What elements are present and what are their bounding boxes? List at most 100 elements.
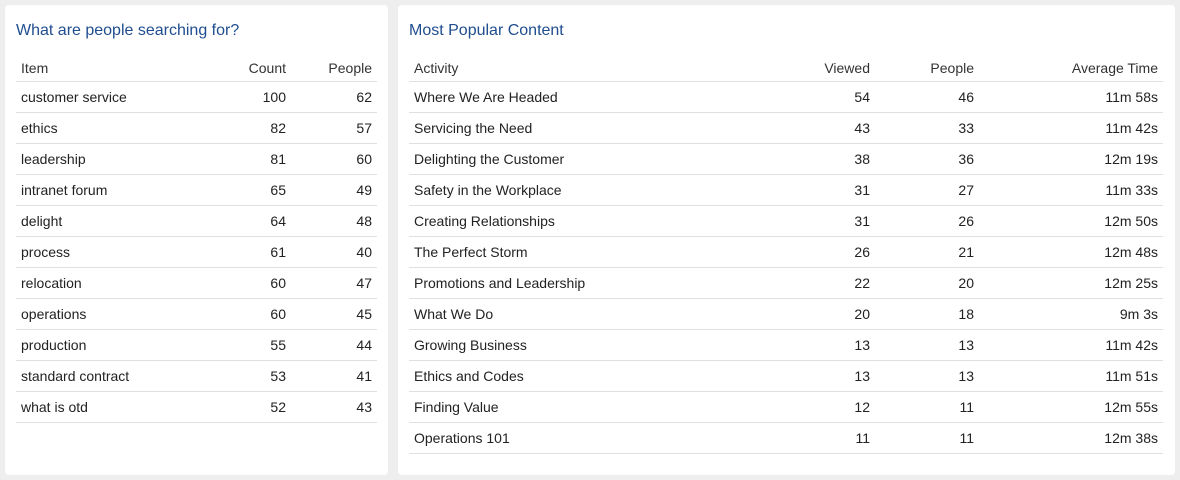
table-cell: 46 (875, 81, 979, 113)
table-cell: 11 (875, 391, 979, 423)
table-cell: 52 (197, 391, 291, 423)
table-row[interactable]: delight 64 48 (16, 205, 377, 237)
table-row[interactable]: Safety in the Workplace 31 27 11m 33s (409, 174, 1163, 206)
table-cell: ethics (16, 112, 197, 144)
table-row[interactable]: standard contract 53 41 (16, 360, 377, 392)
table-cell: Where We Are Headed (409, 81, 769, 113)
table-cell: 45 (291, 298, 377, 330)
column-header-item[interactable]: Item (16, 55, 197, 82)
table-row[interactable]: production 55 44 (16, 329, 377, 361)
table-row[interactable]: Delighting the Customer 38 36 12m 19s (409, 143, 1163, 175)
table-cell: Finding Value (409, 391, 769, 423)
table-row[interactable]: leadership 81 60 (16, 143, 377, 175)
table-cell: 11m 51s (979, 360, 1163, 392)
table-cell: production (16, 329, 197, 361)
table-cell: 41 (291, 360, 377, 392)
table-row[interactable]: Where We Are Headed 54 46 11m 58s (409, 81, 1163, 113)
table-cell: standard contract (16, 360, 197, 392)
popular-table-body: Where We Are Headed 54 46 11m 58s Servicing … (409, 81, 1163, 454)
table-cell: 13 (875, 360, 979, 392)
table-row[interactable]: relocation 60 47 (16, 267, 377, 299)
table-cell: 12m 50s (979, 205, 1163, 237)
column-header-people[interactable]: People (291, 55, 377, 82)
table-cell: customer service (16, 81, 197, 113)
popular-panel-title: Most Popular Content (409, 22, 564, 39)
table-row[interactable]: what is otd 52 43 (16, 391, 377, 423)
table-cell: 11 (875, 422, 979, 454)
table-cell: relocation (16, 267, 197, 299)
table-cell: 44 (291, 329, 377, 361)
column-header-activity[interactable]: Activity (409, 55, 769, 82)
table-cell: 47 (291, 267, 377, 299)
popular-content-table: Activity Viewed People Average Time Wher… (409, 55, 1163, 454)
table-cell: 38 (769, 143, 875, 175)
table-cell: 31 (769, 174, 875, 206)
table-cell: 57 (291, 112, 377, 144)
table-row[interactable]: customer service 100 62 (16, 81, 377, 113)
table-cell: 22 (769, 267, 875, 299)
table-cell: 13 (769, 360, 875, 392)
table-row[interactable]: Operations 101 11 11 12m 38s (409, 422, 1163, 454)
table-cell: 43 (769, 112, 875, 144)
table-cell: 12m 38s (979, 422, 1163, 454)
table-cell: 60 (197, 267, 291, 299)
table-cell: 11m 42s (979, 329, 1163, 361)
table-cell: 11m 58s (979, 81, 1163, 113)
popular-content-panel: Most Popular Content Activity Viewed Peo… (398, 5, 1175, 475)
table-row[interactable]: Ethics and Codes 13 13 11m 51s (409, 360, 1163, 392)
table-cell: Growing Business (409, 329, 769, 361)
table-row[interactable]: Growing Business 13 13 11m 42s (409, 329, 1163, 361)
table-cell: 26 (769, 236, 875, 268)
table-cell: 43 (291, 391, 377, 423)
table-cell: 36 (875, 143, 979, 175)
table-cell: 11m 42s (979, 112, 1163, 144)
table-cell: Promotions and Leadership (409, 267, 769, 299)
table-cell: delight (16, 205, 197, 237)
table-cell: Creating Relationships (409, 205, 769, 237)
table-cell: 26 (875, 205, 979, 237)
table-row[interactable]: process 61 40 (16, 236, 377, 268)
table-row[interactable]: What We Do 20 18 9m 3s (409, 298, 1163, 330)
table-cell: Safety in the Workplace (409, 174, 769, 206)
table-cell: 62 (291, 81, 377, 113)
column-header-count[interactable]: Count (197, 55, 291, 82)
table-row[interactable]: Servicing the Need 43 33 11m 42s (409, 112, 1163, 144)
table-row[interactable]: Finding Value 12 11 12m 55s (409, 391, 1163, 423)
table-cell: 13 (769, 329, 875, 361)
table-cell: intranet forum (16, 174, 197, 206)
table-cell: 20 (769, 298, 875, 330)
table-cell: 12m 19s (979, 143, 1163, 175)
table-cell: 65 (197, 174, 291, 206)
table-cell: 20 (875, 267, 979, 299)
table-row[interactable]: Promotions and Leadership 22 20 12m 25s (409, 267, 1163, 299)
table-cell: 81 (197, 143, 291, 175)
table-cell: The Perfect Storm (409, 236, 769, 268)
table-row[interactable]: intranet forum 65 49 (16, 174, 377, 206)
table-row[interactable]: The Perfect Storm 26 21 12m 48s (409, 236, 1163, 268)
table-cell: what is otd (16, 391, 197, 423)
table-cell: 100 (197, 81, 291, 113)
table-cell: Delighting the Customer (409, 143, 769, 175)
table-cell: 64 (197, 205, 291, 237)
table-cell: 40 (291, 236, 377, 268)
table-cell: Ethics and Codes (409, 360, 769, 392)
table-cell: 49 (291, 174, 377, 206)
column-header-people[interactable]: People (875, 55, 979, 82)
column-header-average-time[interactable]: Average Time (979, 55, 1163, 82)
table-cell: 31 (769, 205, 875, 237)
table-cell: 11m 33s (979, 174, 1163, 206)
table-row[interactable]: operations 60 45 (16, 298, 377, 330)
search-table-body: customer service 100 62 ethics 82 57 leadershi… (16, 81, 377, 423)
table-cell: Servicing the Need (409, 112, 769, 144)
table-cell: 60 (291, 143, 377, 175)
table-cell: 54 (769, 81, 875, 113)
table-row[interactable]: ethics 82 57 (16, 112, 377, 144)
table-header-row: Item Count People (16, 55, 377, 82)
table-header-row: Activity Viewed People Average Time (409, 55, 1163, 82)
table-row[interactable]: Creating Relationships 31 26 12m 50s (409, 205, 1163, 237)
table-cell: 61 (197, 236, 291, 268)
table-cell: 11 (769, 422, 875, 454)
column-header-viewed[interactable]: Viewed (769, 55, 875, 82)
table-cell: What We Do (409, 298, 769, 330)
search-terms-table: Item Count People customer service 100 62 e… (16, 55, 377, 423)
